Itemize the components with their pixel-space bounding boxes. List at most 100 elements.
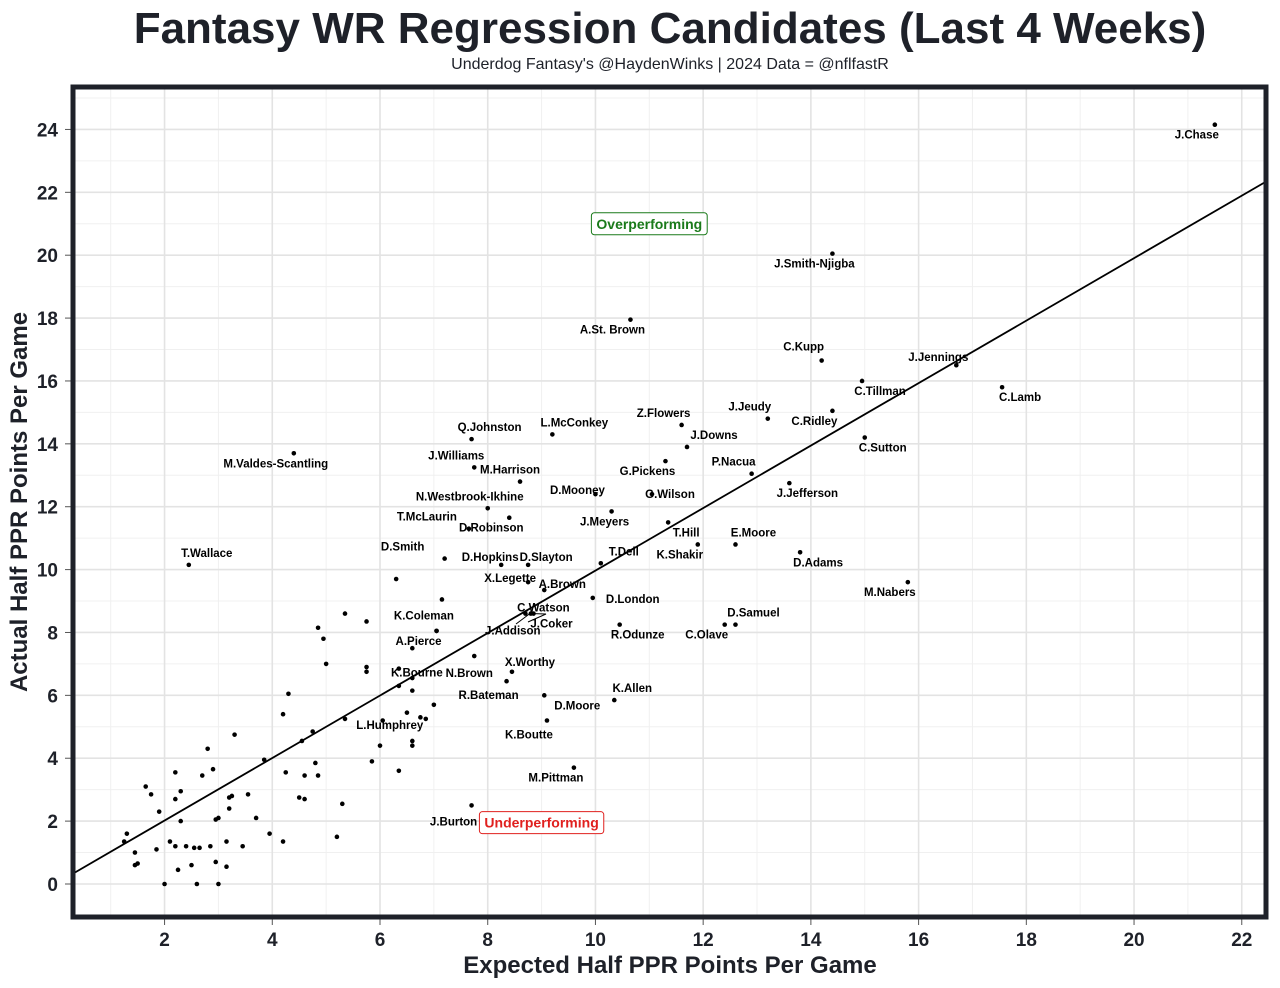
point-label: C.Kupp (783, 342, 824, 354)
data-point (323, 661, 329, 667)
annotation-label: Overperforming (596, 216, 702, 232)
data-point (216, 815, 221, 821)
data-point (396, 683, 402, 689)
data-point (124, 831, 130, 836)
data-point (208, 843, 213, 849)
data-point (393, 576, 399, 582)
point-label: R.Bateman (459, 690, 519, 702)
data-point (469, 436, 474, 442)
x-axis-title: Expected Half PPR Points Per Game (463, 952, 876, 979)
data-point (178, 818, 184, 824)
point-label: L.Humphrey (356, 720, 424, 732)
trend-line (72, 180, 1267, 875)
data-point (175, 867, 181, 873)
data-point (173, 770, 178, 775)
point-label: Z.Flowers (637, 408, 691, 420)
data-point (550, 432, 555, 437)
data-point (471, 465, 477, 470)
x-tick-label: 12 (693, 930, 714, 951)
point-label: J.Smith-Njigba (774, 259, 855, 271)
data-point (787, 480, 792, 486)
data-point (434, 628, 439, 634)
data-point (525, 579, 531, 585)
point-label: D.Robinson (459, 523, 524, 535)
data-point (224, 839, 229, 844)
data-point (466, 526, 472, 532)
point-label: A.Brown (539, 579, 586, 591)
point-label: M.Nabers (864, 587, 916, 599)
y-tick-label: 8 (47, 623, 58, 644)
y-tick-label: 6 (47, 686, 58, 707)
data-point (364, 619, 369, 624)
point-label: G.Wilson (645, 489, 695, 501)
data-point (485, 505, 491, 511)
point-label: D.Moore (554, 700, 600, 712)
data-point (396, 666, 402, 671)
data-point (509, 669, 515, 675)
data-point (280, 839, 286, 844)
data-point (183, 843, 189, 849)
data-point (342, 611, 348, 616)
point-label: N.Brown (446, 668, 493, 680)
y-tick-label: 20 (37, 246, 58, 267)
x-tick-label: 6 (375, 930, 386, 951)
point-label: K.Coleman (394, 610, 454, 622)
data-point (663, 458, 668, 464)
data-point (232, 732, 237, 737)
point-label: T.McLaurin (397, 512, 457, 524)
data-point (410, 743, 415, 748)
data-point (442, 556, 447, 561)
data-point (253, 815, 259, 821)
data-point (315, 773, 321, 778)
point-label: D.Slayton (520, 552, 573, 564)
data-point (749, 471, 754, 477)
data-point (132, 850, 138, 855)
point-label: X.Worthy (505, 657, 556, 669)
data-point (765, 416, 771, 421)
data-point (302, 773, 307, 778)
data-point (173, 796, 178, 802)
point-label: Q.Johnston (458, 422, 522, 434)
trend-line-group (72, 180, 1267, 875)
data-point (506, 515, 512, 521)
point-label: C.Sutton (859, 443, 907, 455)
data-point (156, 809, 162, 814)
data-point (498, 562, 504, 568)
data-point (517, 479, 523, 484)
data-point (340, 801, 345, 807)
data-point (418, 715, 423, 720)
data-point (830, 251, 835, 256)
data-point (189, 862, 194, 868)
data-point (797, 550, 803, 555)
data-point (240, 843, 245, 849)
point-label: J.Jeudy (728, 402, 771, 414)
point-label: J.Meyers (580, 516, 629, 528)
data-point (267, 831, 272, 836)
x-tick-label: 16 (908, 930, 929, 951)
point-label: K.Allen (612, 683, 652, 695)
point-label: J.Burton (430, 816, 477, 828)
data-point (431, 702, 437, 708)
data-point (819, 358, 824, 363)
data-point (310, 729, 315, 734)
point-labels: J.Chase J.Smith-Njigba A.St. Brown C.Kupp J.… (181, 130, 1219, 829)
annotation-box (590, 212, 708, 236)
data-point (199, 773, 205, 778)
plot-border (70, 84, 1269, 920)
point-label: A.Pierce (396, 636, 442, 648)
y-axis-title: Actual Half PPR Points Per Game (6, 312, 33, 692)
data-point (649, 491, 655, 497)
point-label: J.Addison (485, 626, 541, 638)
data-point (859, 378, 865, 384)
x-tick-label: 14 (800, 930, 822, 951)
data-point (1212, 122, 1218, 128)
point-label: J.Jennings (908, 352, 968, 364)
point-label: R.Odunze (611, 630, 665, 642)
data-point (684, 444, 690, 450)
data-point (173, 843, 178, 849)
data-point (999, 384, 1005, 390)
data-point (302, 796, 307, 802)
data-point (544, 718, 550, 723)
data-point (377, 743, 383, 748)
y-tick-label: 0 (47, 875, 58, 896)
